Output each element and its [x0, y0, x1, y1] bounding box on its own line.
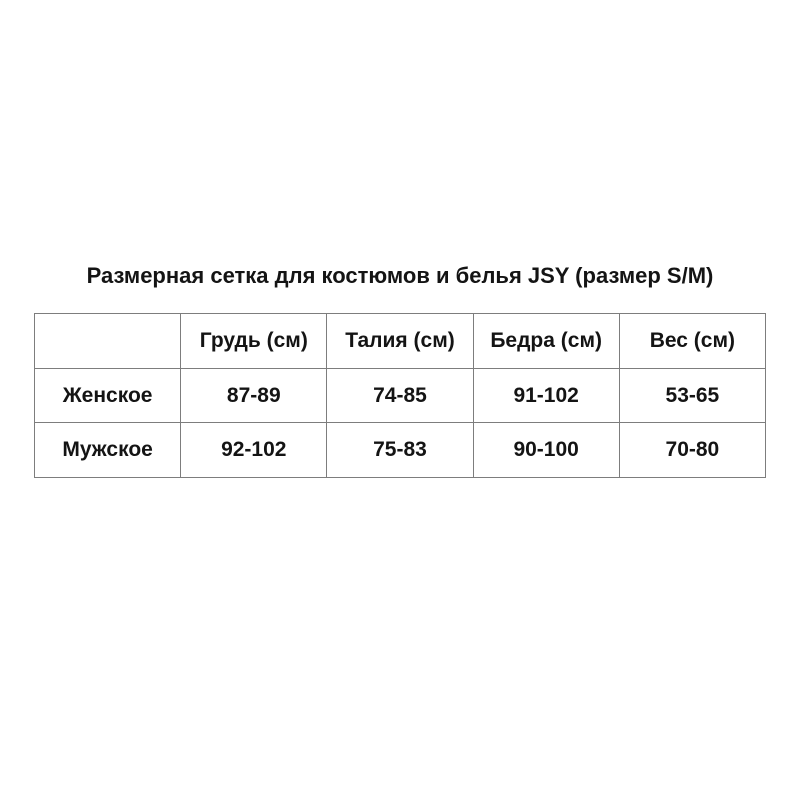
size-table: Грудь (см) Талия (см) Бедра (см) Вес (см…: [33, 313, 767, 478]
cell-male-chest: 92-102: [180, 422, 328, 478]
header-cell-hips: Бедра (см): [472, 313, 620, 369]
header-cell-chest: Грудь (см): [180, 313, 328, 369]
header-cell-empty: [33, 313, 182, 369]
size-table-head: Грудь (см) Талия (см) Бедра (см) Вес (см…: [33, 313, 767, 369]
page-title: Размерная сетка для костюмов и белья JSY…: [86, 263, 714, 288]
table-row-female: Женское 87-89 74-85 91-102 53-65: [33, 368, 767, 423]
cell-female-hips: 91-102: [472, 368, 620, 423]
cell-female-waist: 74-85: [326, 368, 474, 423]
cell-female-chest: 87-89: [180, 368, 328, 423]
cell-female-weight: 53-65: [618, 368, 767, 423]
table-header-row: Грудь (см) Талия (см) Бедра (см) Вес (см…: [33, 313, 767, 369]
row-label-female: Женское: [33, 368, 182, 423]
cell-male-hips: 90-100: [472, 422, 620, 478]
cell-male-weight: 70-80: [618, 422, 767, 478]
header-cell-weight: Вес (см): [618, 313, 767, 369]
header-cell-waist: Талия (см): [326, 313, 474, 369]
cell-male-waist: 75-83: [326, 422, 474, 478]
size-table-body: Женское 87-89 74-85 91-102 53-65 Мужское…: [33, 368, 767, 478]
row-label-male: Мужское: [33, 422, 182, 478]
table-row-male: Мужское 92-102 75-83 90-100 70-80: [33, 422, 767, 478]
